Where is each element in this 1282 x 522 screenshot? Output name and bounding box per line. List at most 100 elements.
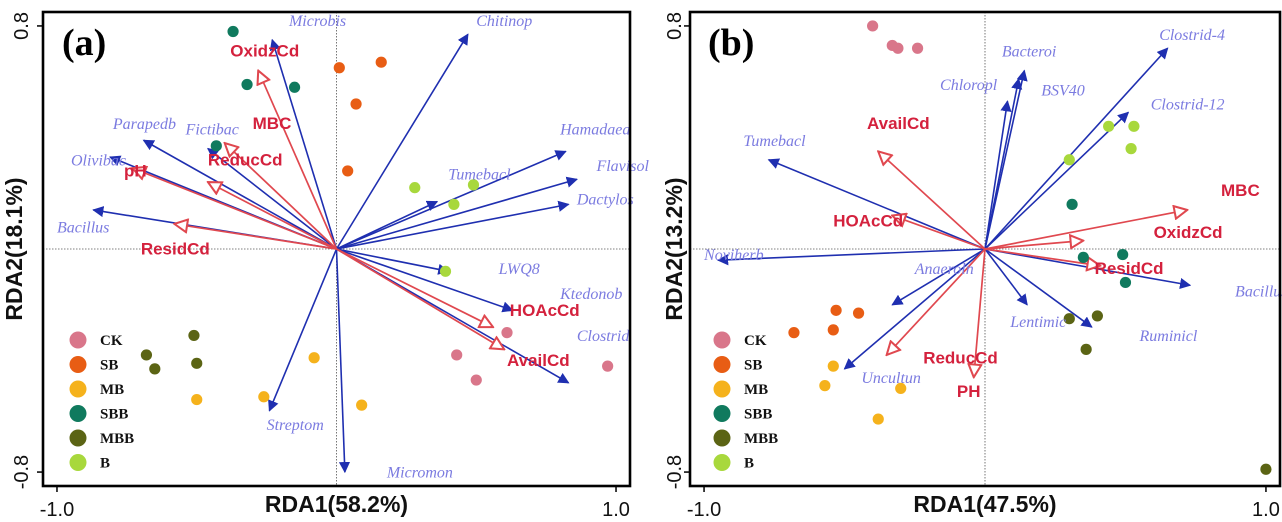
env-arrow (887, 248, 986, 355)
species-arrow (336, 200, 439, 250)
species-arrow (335, 33, 469, 250)
species-arrow (336, 176, 578, 250)
sample-point-sb (830, 304, 842, 316)
sample-point-ck (602, 360, 614, 372)
legend-label-mbb: MBB (744, 431, 778, 447)
sample-point-sbb (1066, 198, 1078, 210)
y-tick-label: 0.8 (11, 12, 33, 40)
env-label: MBC (1221, 181, 1260, 200)
env-label: pH (124, 162, 147, 181)
sample-point-b (1128, 120, 1140, 132)
legend-label-sbb: SBB (744, 407, 772, 423)
sample-point-mb (872, 413, 884, 425)
x-axis-title: RDA1(58.2%) (265, 491, 408, 517)
env-label: ReducCd (208, 150, 283, 169)
species-label: Tumebacl (743, 133, 806, 150)
legend-label-sb: SB (100, 358, 118, 374)
species-label: Chloropl (940, 77, 998, 94)
env-arrow (892, 216, 986, 250)
rda-panel-a: Microbis Chitinop Parapedb Fictibac Olivibac… (1, 10, 649, 521)
sample-point-ck (867, 20, 879, 32)
y-axis-title: RDA2(13.2%) (661, 177, 687, 320)
y-tick-label: -0.8 (664, 455, 686, 489)
species-label: Ruminicl (1139, 328, 1198, 345)
sample-point-mbb (191, 357, 203, 369)
sample-point-ck (911, 42, 924, 54)
sample-point-sb (788, 327, 800, 339)
env-label: AvailCd (867, 114, 930, 133)
legend-label-sb: SB (744, 358, 762, 374)
sample-point-b (409, 182, 421, 194)
species-label: Fictibac (185, 122, 239, 139)
legend-label-mb: MB (744, 382, 768, 398)
y-axis-title: RDA2(18.1%) (1, 177, 27, 320)
species-arrow (268, 248, 338, 412)
legend-label-b: B (100, 456, 110, 472)
species-label: Ktedonob (559, 286, 622, 303)
sample-point-sb (342, 165, 354, 177)
legend-marker-b (713, 454, 731, 471)
sample-point-b (1063, 154, 1075, 166)
species-label: Bacillus (57, 219, 109, 236)
species-arrow (207, 147, 337, 250)
env-arrow (984, 241, 1083, 250)
env-label: PH (957, 382, 981, 401)
sample-point-ck (470, 374, 482, 386)
species-arrow (716, 248, 986, 266)
env-arrow (174, 224, 337, 250)
sample-point-mb (308, 352, 320, 364)
sample-point-mbb (149, 363, 161, 375)
env-label: HOAcCd (833, 212, 903, 231)
env-arrow (225, 143, 338, 250)
x-tick-label: -1.0 (40, 499, 74, 521)
sample-point-mbb (1260, 463, 1272, 475)
x-tick-label: -1.0 (687, 499, 721, 521)
species-label: Dactylos (576, 191, 634, 208)
species-label: Streptom (267, 417, 324, 434)
env-label: AvailCd (507, 351, 570, 370)
legend-marker-sb (69, 356, 87, 373)
env-label: MBC (253, 114, 292, 133)
species-label: Clostrid-4 (1159, 27, 1225, 44)
species-label: Flavisol (595, 158, 649, 175)
legend-marker-mb (713, 380, 731, 398)
species-label: Bacillus (1235, 283, 1282, 300)
legend: CK SB MB SBB MBB B (69, 331, 134, 472)
sample-point-mbb (1091, 310, 1103, 322)
env-arrow (984, 210, 1187, 250)
x-tick-label: 1.0 (602, 499, 630, 521)
sample-point-b (1125, 143, 1137, 155)
legend-marker-mb (69, 380, 87, 398)
sample-point-sbb (1119, 276, 1132, 289)
species-label: Clostrid (577, 328, 630, 345)
plot-frame (41, 10, 632, 488)
sample-point-sbb (227, 25, 239, 38)
sample-point-mb (827, 360, 839, 372)
legend-marker-mbb (713, 429, 731, 447)
y-tick-label: -0.8 (11, 455, 33, 489)
sample-point-mbb (1080, 343, 1092, 355)
legend-label-sbb: SBB (100, 407, 128, 423)
species-label: Hamadaea (559, 122, 630, 139)
species-label: Micromon (386, 465, 453, 482)
legend-marker-mbb (69, 429, 87, 447)
sample-point-ck (501, 327, 513, 339)
species-label: Parapedb (112, 116, 176, 133)
env-arrow (336, 248, 505, 349)
species-arrow (984, 77, 1023, 250)
legend-marker-sbb (713, 405, 731, 422)
x-tick-label: 1.0 (1252, 499, 1280, 521)
species-label: Lentimic (1009, 314, 1066, 331)
sample-point-mbb (1063, 313, 1075, 325)
sample-point-sbb (1077, 251, 1089, 263)
sample-point-mbb (188, 329, 200, 342)
species-arrow (891, 248, 986, 306)
sample-point-mb (895, 382, 907, 395)
species-label: Noviherb (703, 247, 764, 264)
legend-marker-sbb (69, 405, 87, 422)
legend-marker-ck (713, 331, 731, 349)
panel-label: (a) (62, 22, 106, 64)
species-arrow (984, 248, 1028, 306)
sample-point-b (448, 198, 460, 210)
